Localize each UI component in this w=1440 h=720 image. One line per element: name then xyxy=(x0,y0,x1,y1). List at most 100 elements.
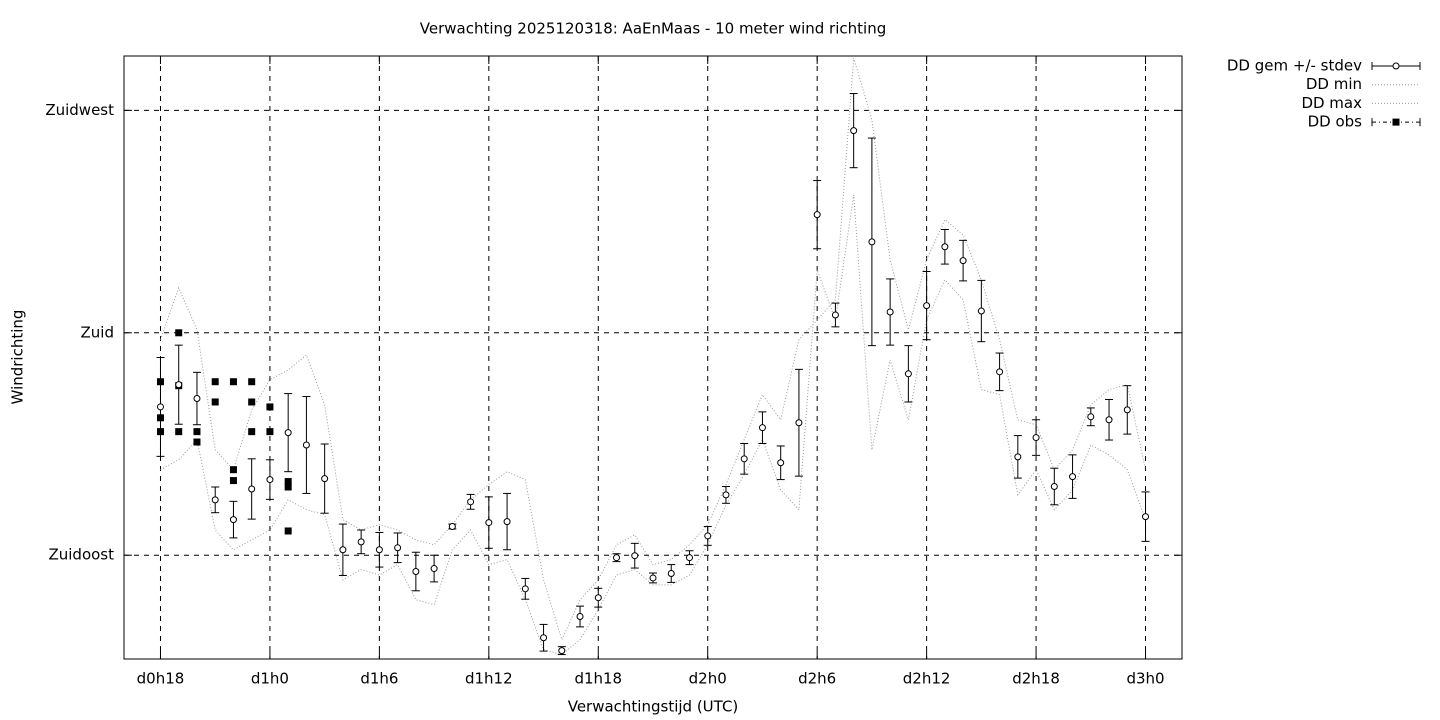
error-bar xyxy=(1068,454,1077,499)
error-bar xyxy=(831,302,840,328)
error-bar xyxy=(813,180,822,250)
error-bar xyxy=(302,396,311,494)
error-bar xyxy=(776,445,785,481)
legend-entry: DD max xyxy=(1301,94,1420,112)
error-bar xyxy=(922,270,931,341)
mean-point xyxy=(430,565,438,573)
obs-point xyxy=(248,428,256,436)
error-bar xyxy=(247,458,256,520)
obs-point xyxy=(211,398,219,406)
mean-point xyxy=(284,429,292,437)
x-tick-label: d2h6 xyxy=(798,670,836,688)
mean-point xyxy=(521,585,529,593)
mean-point xyxy=(193,395,201,403)
x-tick-label: d1h0 xyxy=(251,670,289,688)
mean-point xyxy=(156,403,164,411)
legend-entry: DD gem +/- stdev xyxy=(1227,57,1421,75)
error-bar xyxy=(1105,399,1114,441)
mean-point xyxy=(321,475,329,483)
obs-point xyxy=(266,428,274,436)
mean-point xyxy=(722,491,730,499)
mean-point xyxy=(1050,483,1058,491)
error-bar xyxy=(794,368,803,477)
obs-point xyxy=(229,378,237,386)
mean-point xyxy=(1032,434,1040,442)
error-bar xyxy=(1141,491,1150,542)
obs-point xyxy=(193,428,201,436)
error-bar xyxy=(630,542,639,569)
error-bar xyxy=(393,532,402,564)
legend-marker xyxy=(1392,62,1400,70)
mean-point xyxy=(339,546,347,554)
mean-point xyxy=(649,574,657,582)
obs-point xyxy=(175,329,183,337)
mean-point xyxy=(813,211,821,219)
mean-point xyxy=(467,498,475,506)
y-tick-label: Zuidoost xyxy=(48,546,114,564)
error-bar xyxy=(448,523,457,531)
error-bar xyxy=(576,605,585,628)
x-tick-label: d0h18 xyxy=(137,670,185,688)
error-bar xyxy=(959,239,968,282)
mean-point xyxy=(357,538,365,546)
y-tick-label: Zuidwest xyxy=(45,101,114,119)
error-bar xyxy=(667,564,676,583)
error-bar xyxy=(503,492,512,551)
error-bar xyxy=(539,623,548,652)
error-bar xyxy=(721,486,730,504)
obs-point xyxy=(229,466,237,474)
error-bar xyxy=(904,345,913,403)
mean-point xyxy=(1087,413,1095,421)
mean-point xyxy=(704,532,712,540)
error-bar xyxy=(265,459,274,500)
mean-point xyxy=(540,634,548,642)
error-bar xyxy=(320,443,329,514)
error-bar xyxy=(174,344,183,425)
mean-point xyxy=(211,496,219,504)
mean-point xyxy=(375,546,383,554)
mean-point xyxy=(667,569,675,577)
obs-point xyxy=(284,483,292,491)
legend-marker xyxy=(1392,118,1400,126)
x-tick-label: d2h18 xyxy=(1012,670,1060,688)
error-bar xyxy=(1013,435,1022,479)
legend-entry: DD min xyxy=(1306,75,1420,93)
mean-point xyxy=(1014,453,1022,461)
error-bar xyxy=(484,496,493,549)
mean-point xyxy=(558,647,566,655)
error-bar xyxy=(192,371,201,426)
error-bar xyxy=(211,486,220,514)
error-bar xyxy=(229,500,238,539)
obs-point xyxy=(284,478,292,486)
mean-point xyxy=(850,127,858,135)
mean-point xyxy=(448,523,456,531)
error-bar xyxy=(649,572,657,584)
mean-point xyxy=(758,424,766,432)
error-bar xyxy=(357,529,366,555)
error-bar xyxy=(867,137,876,347)
error-bar xyxy=(430,554,439,583)
x-tick-label: d2h12 xyxy=(903,670,951,688)
mean-point xyxy=(266,476,274,484)
mean-point xyxy=(594,594,602,602)
mean-point xyxy=(904,370,912,378)
error-bar xyxy=(338,523,347,576)
error-bar xyxy=(284,393,293,473)
error-bar xyxy=(375,531,384,568)
mean-point xyxy=(941,243,949,251)
mean-point xyxy=(795,419,803,427)
mean-point xyxy=(485,519,493,527)
mean-point xyxy=(996,368,1004,376)
mean-point xyxy=(977,307,985,315)
legend-label: DD min xyxy=(1306,75,1362,93)
mean-point xyxy=(959,257,967,265)
mean-point xyxy=(886,308,894,316)
error-bar xyxy=(612,553,621,563)
mean-point xyxy=(631,552,639,560)
mean-point xyxy=(412,568,420,576)
error-bar xyxy=(1050,467,1059,506)
error-bar xyxy=(740,443,749,475)
obs-point xyxy=(248,398,256,406)
